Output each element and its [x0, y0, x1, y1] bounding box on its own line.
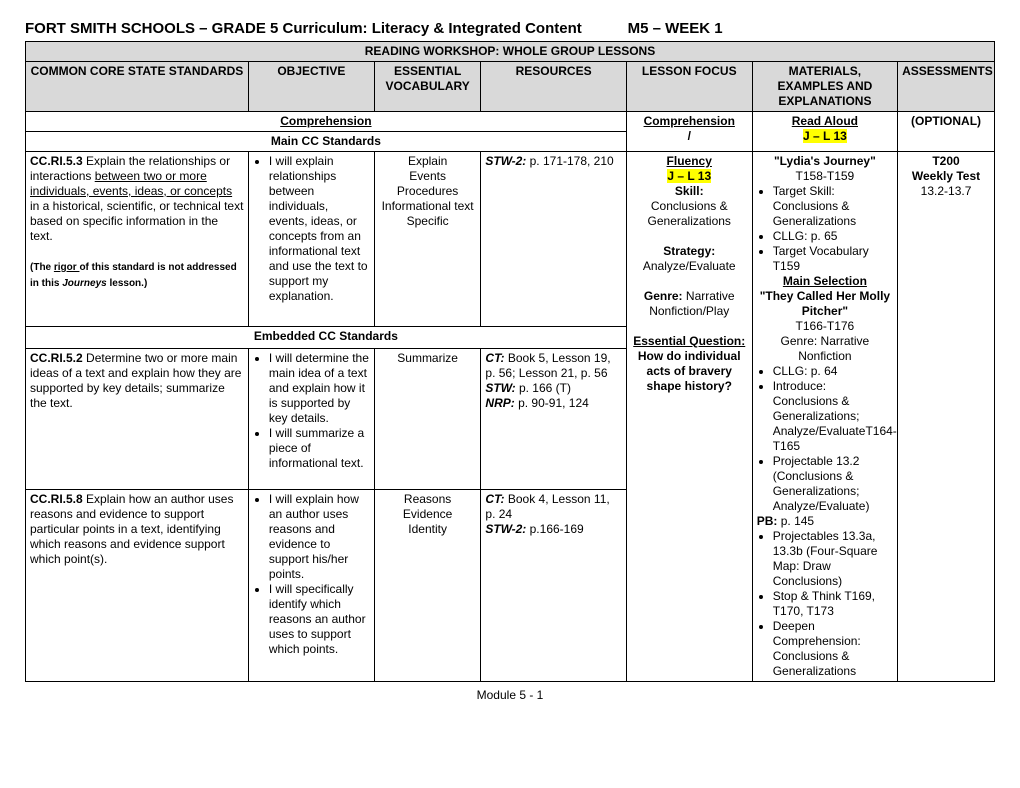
obj-cell: I will determine the main idea of a text…	[248, 349, 374, 490]
vocab-cell: Summarize	[374, 349, 481, 490]
section-header: READING WORKSHOP: WHOLE GROUP LESSONS	[26, 42, 995, 62]
page-footer: Module 5 - 1	[25, 688, 995, 702]
col-assess: ASSESSMENTS	[898, 62, 995, 112]
col-materials: MATERIALS, EXAMPLES AND EXPLANATIONS	[752, 62, 897, 112]
subhead-main-cc: Main CC Standards	[26, 132, 627, 152]
std-cell: CC.RI.5.2 Determine two or more main ide…	[26, 349, 249, 490]
res-cell: STW-2: p. 171-178, 210	[481, 152, 626, 327]
table-row: CC.RI.5.3 Explain the relationships or i…	[26, 152, 995, 327]
subhead-optional: (OPTIONAL)	[898, 112, 995, 152]
res-cell: CT: Book 5, Lesson 19, p. 56; Lesson 21,…	[481, 349, 626, 490]
focus-cell: Fluency J – L 13 Skill: Conclusions & Ge…	[626, 152, 752, 682]
obj-cell: I will explain relationships between ind…	[248, 152, 374, 327]
col-focus: LESSON FOCUS	[626, 62, 752, 112]
col-objective: OBJECTIVE	[248, 62, 374, 112]
assess-cell: T200 Weekly Test 13.2-13.7	[898, 152, 995, 682]
col-resources: RESOURCES	[481, 62, 626, 112]
materials-cell: "Lydia's Journey"T158-T159 Target Skill:…	[752, 152, 897, 682]
title-left: FORT SMITH SCHOOLS – GRADE 5 Curriculum:…	[25, 20, 582, 37]
vocab-cell: Reasons Evidence Identity	[374, 490, 481, 682]
col-standards: COMMON CORE STATE STANDARDS	[26, 62, 249, 112]
subhead-comp: Comprehension	[26, 112, 627, 132]
subhead-read: Read AloudJ – L 13	[752, 112, 897, 152]
std-cell: CC.RI.5.8 Explain how an author uses rea…	[26, 490, 249, 682]
page-title: FORT SMITH SCHOOLS – GRADE 5 Curriculum:…	[25, 20, 995, 37]
embedded-header: Embedded CC Standards	[26, 326, 627, 349]
std-cell: CC.RI.5.3 Explain the relationships or i…	[26, 152, 249, 327]
vocab-cell: Explain Events Procedures Informational …	[374, 152, 481, 327]
res-cell: CT: Book 4, Lesson 11, p. 24 STW-2: p.16…	[481, 490, 626, 682]
col-vocab: ESSENTIAL VOCABULARY	[374, 62, 481, 112]
subhead-comp2: Comprehension/	[626, 112, 752, 152]
curriculum-table: READING WORKSHOP: WHOLE GROUP LESSONS CO…	[25, 41, 995, 682]
obj-cell: I will explain how an author uses reason…	[248, 490, 374, 682]
title-right: M5 – WEEK 1	[628, 20, 723, 37]
